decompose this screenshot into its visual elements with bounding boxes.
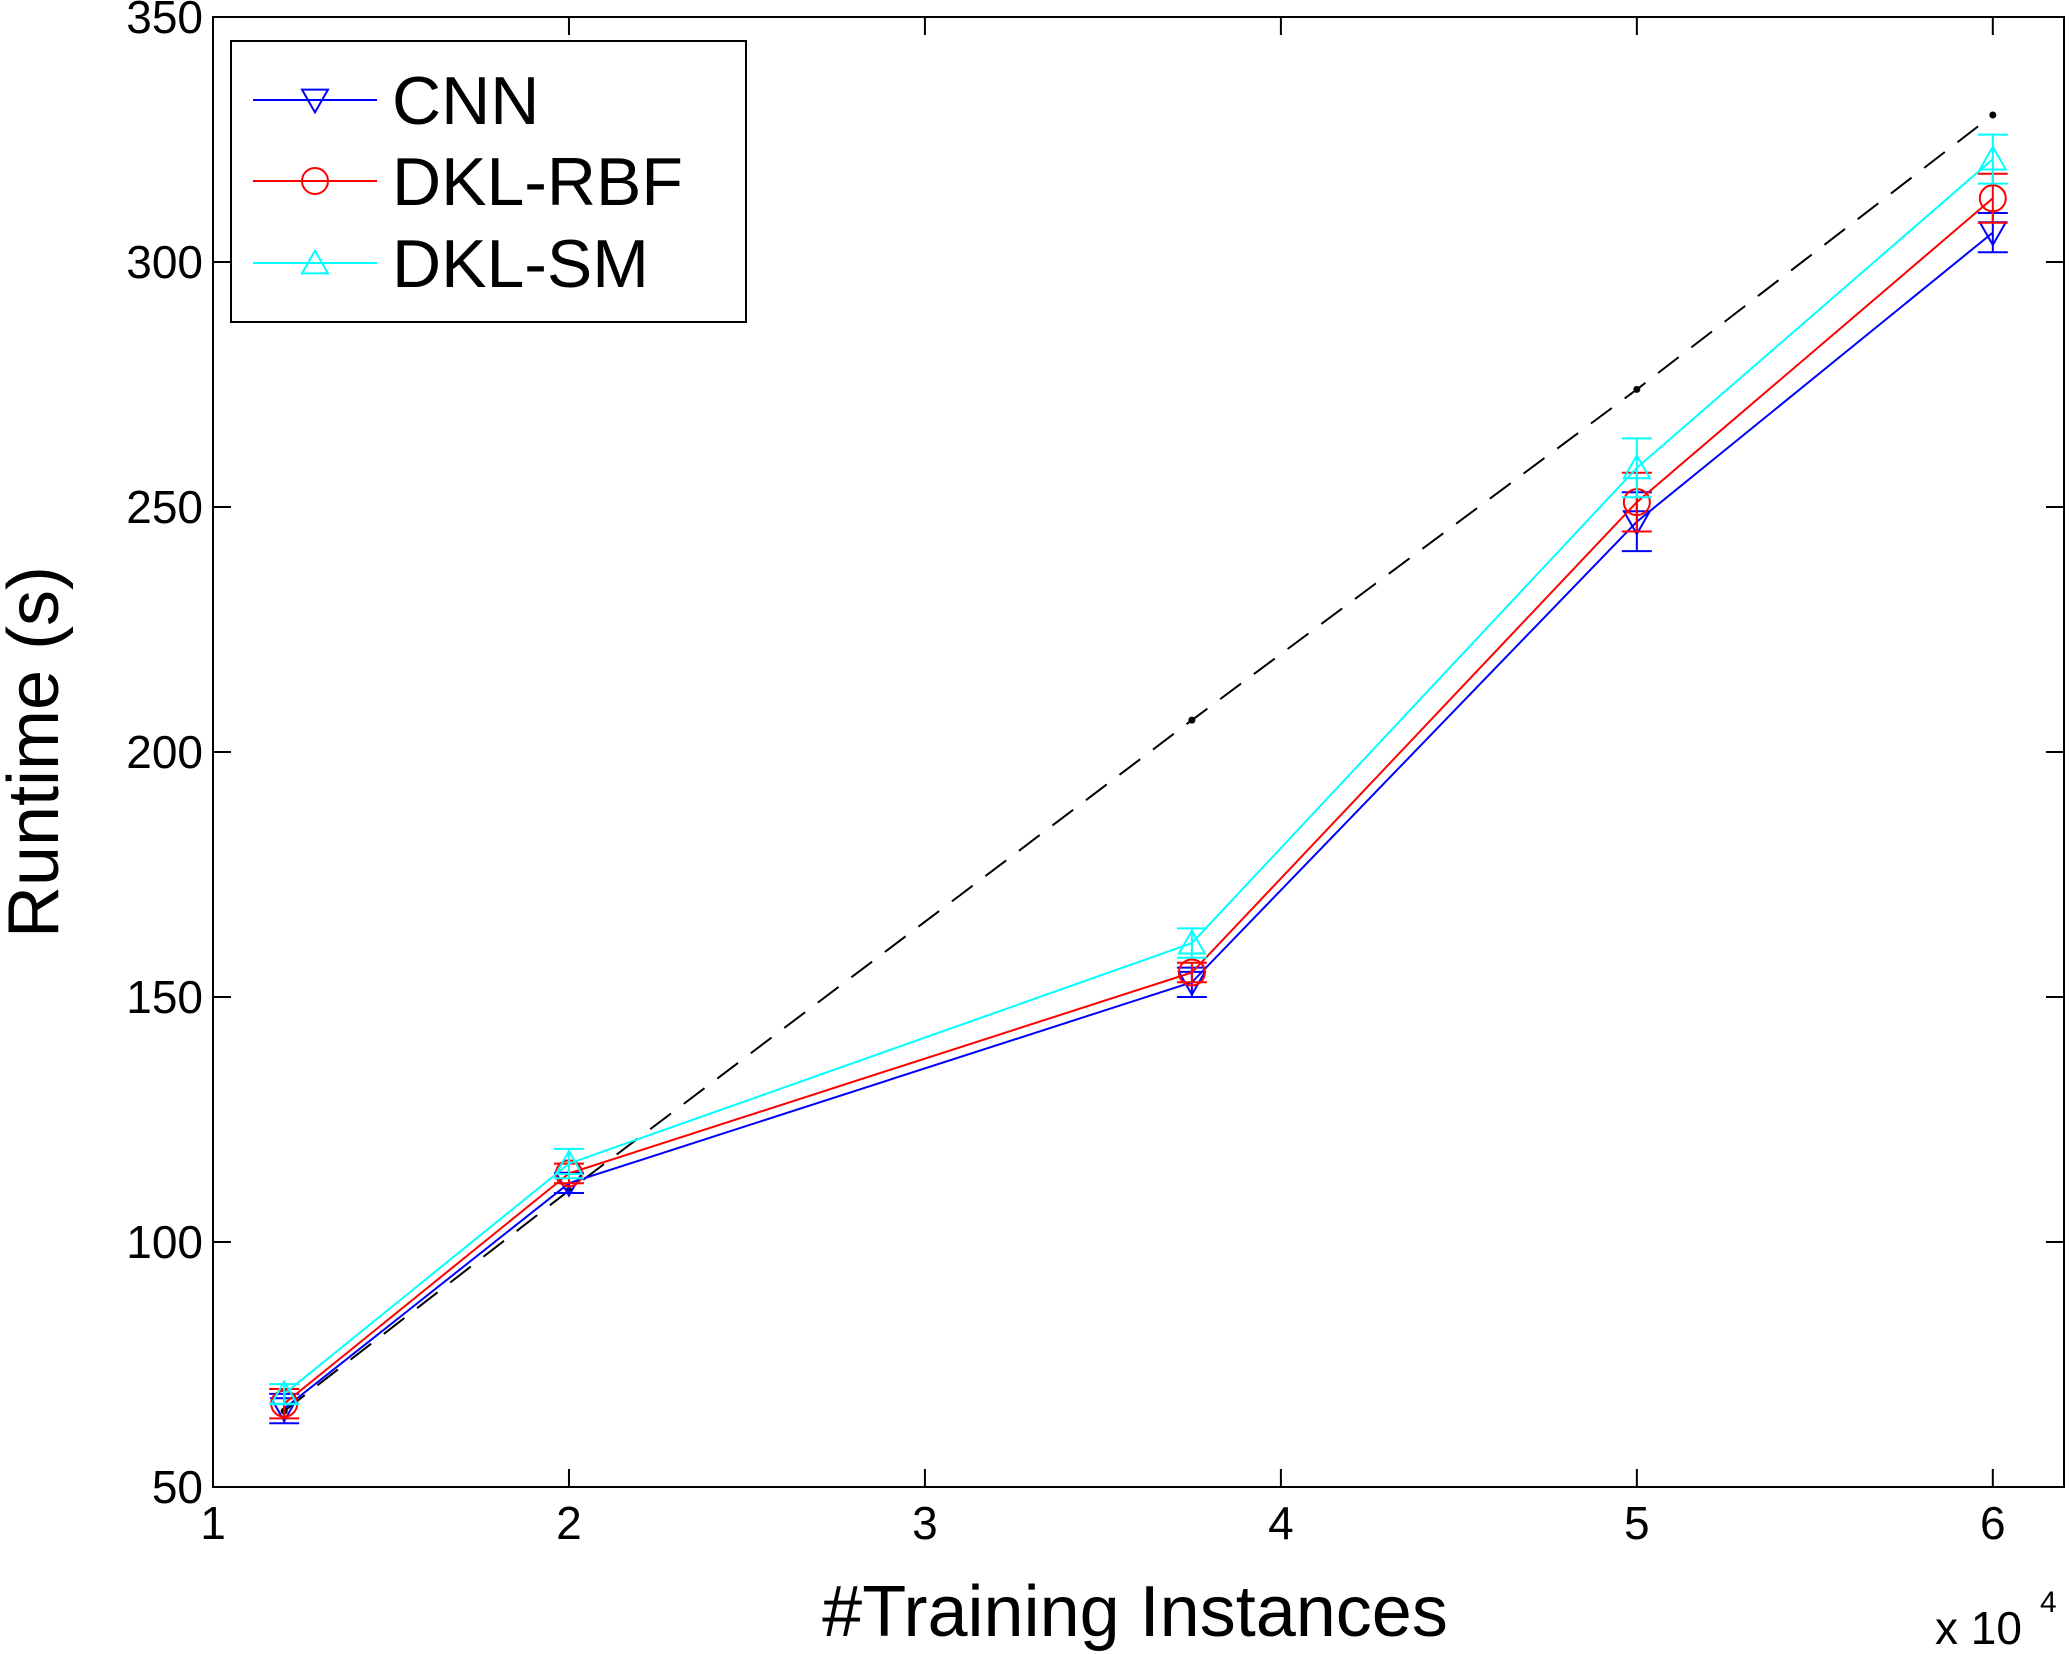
y-tick-label: 350 bbox=[126, 0, 203, 43]
reference-point bbox=[1188, 716, 1196, 724]
legend-label-cnn: CNN bbox=[392, 63, 539, 139]
y-tick-label: 150 bbox=[126, 971, 203, 1023]
y-tick-label: 100 bbox=[126, 1216, 203, 1268]
x-tick-label: 1 bbox=[200, 1497, 226, 1549]
point-marker-dkl-sm bbox=[269, 1379, 299, 1406]
series-dkl-sm bbox=[269, 133, 2008, 1406]
point-marker-dkl-sm bbox=[1978, 144, 2008, 171]
y-tick-label: 200 bbox=[126, 726, 203, 778]
legend-label-dkl-sm: DKL-SM bbox=[392, 226, 649, 302]
x-axis-title: #Training Instances bbox=[822, 1572, 1448, 1652]
x-exponent-power: 4 bbox=[2040, 1586, 2057, 1619]
legend-marker-dkl-rbf bbox=[301, 167, 329, 195]
y-axis-title: Runtime (s) bbox=[0, 566, 74, 938]
point-marker-dkl-sm bbox=[1177, 928, 1207, 955]
x-tick-label: 3 bbox=[912, 1497, 938, 1549]
reference-point bbox=[1633, 385, 1641, 393]
point-marker-dkl-rbf bbox=[1177, 958, 1206, 987]
point-marker-dkl-sm bbox=[1622, 453, 1652, 480]
legend-marker-dkl-sm bbox=[300, 248, 330, 275]
legend-label-dkl-rbf: DKL-RBF bbox=[392, 144, 683, 220]
x-tick-label: 2 bbox=[556, 1497, 582, 1549]
y-tick-label: 250 bbox=[126, 481, 203, 533]
y-tick-label: 300 bbox=[126, 236, 203, 288]
y-axis: 50 100 150 200 250 300 350 bbox=[126, 0, 2064, 1513]
x-tick-label: 5 bbox=[1624, 1497, 1650, 1549]
point-marker-dkl-rbf bbox=[1978, 184, 2007, 213]
y-tick-label: 50 bbox=[152, 1461, 203, 1513]
point-marker-dkl-sm bbox=[554, 1149, 584, 1175]
x-tick-label: 6 bbox=[1980, 1497, 2006, 1549]
x-exponent-label: x 10 bbox=[1935, 1602, 2022, 1654]
x-tick-label: 4 bbox=[1268, 1497, 1294, 1549]
x-axis: 1 2 3 4 5 6 bbox=[200, 17, 2006, 1549]
legend-marker-cnn bbox=[300, 88, 330, 115]
series-layer bbox=[269, 133, 2008, 1425]
reference-point bbox=[1989, 111, 1997, 119]
